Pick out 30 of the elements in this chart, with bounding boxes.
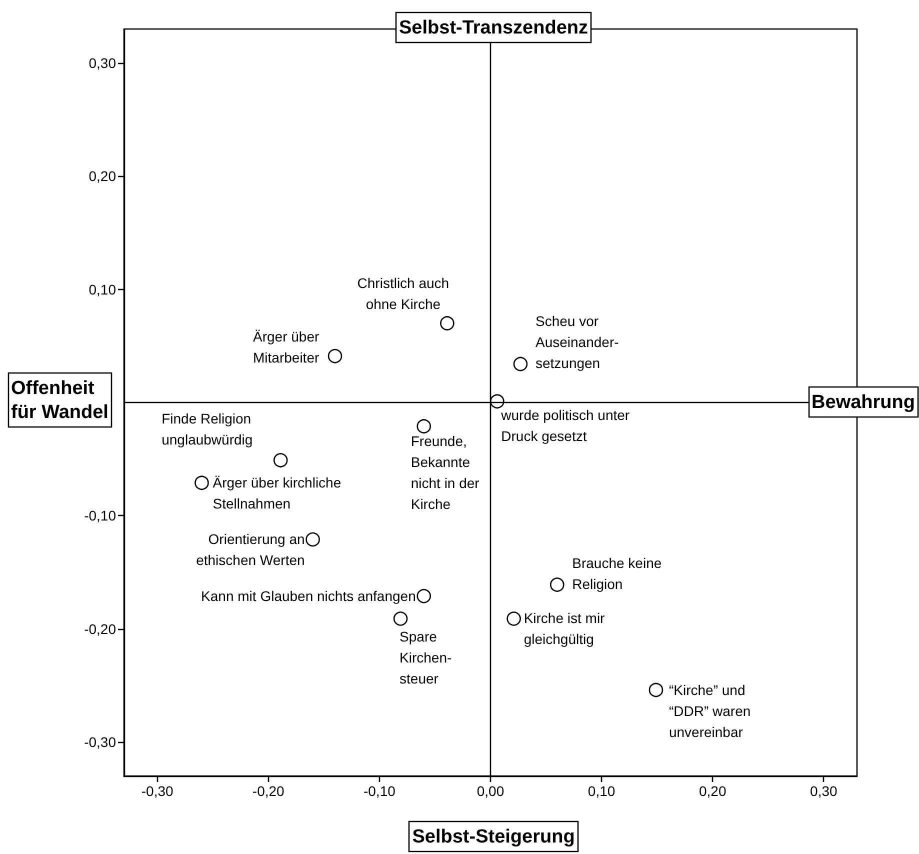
annotation: Kirche ist mir gleichgültig — [524, 610, 606, 648]
x-tick-label: -0,30 — [141, 783, 174, 799]
annotation: “Kirche” und “DDR” waren unvereinbar — [668, 682, 751, 740]
annotation: Ärger über Mitarbeiter — [253, 328, 320, 366]
y-tick-label: 0,20 — [88, 168, 116, 184]
y-tick-label: 0,10 — [88, 281, 116, 298]
y-tick-label: 0,30 — [88, 54, 116, 71]
x-tick-label: 0,00 — [476, 783, 504, 799]
y-tick-label: -0,20 — [84, 620, 116, 637]
x-axis-title: Selbst-Steigerung — [412, 826, 575, 848]
annotation: Brauche keine Religion — [572, 555, 662, 592]
x-tick-label: 0,20 — [698, 783, 726, 799]
ref-line-label: Selbst-Transzendenz — [399, 18, 588, 38]
annotation: Finde Religion unglaubwürdig — [162, 410, 253, 448]
annotation: Freunde, Bekannte nicht in der Kirche — [410, 432, 480, 512]
y-axis-title: Offenheit für Wandel — [11, 378, 108, 423]
annotation: Christlich auch ohne Kirche — [357, 274, 450, 312]
y-tick-label: -0,30 — [84, 734, 116, 750]
annotation: Kann mit Glauben nichts anfangen — [201, 588, 416, 604]
x-tick-label: 0,30 — [810, 783, 838, 799]
annotation: wurde politisch unter Druck gesetzt — [500, 406, 630, 444]
annotation: Orientierung an ethischen Werten — [196, 530, 305, 568]
annotation: Ärger über kirchliche Stellnahmen — [212, 474, 342, 512]
x-tick-label: -0,20 — [252, 783, 285, 799]
x-tick-label: -0,10 — [363, 783, 396, 799]
annotation: Scheu vor Auseinander- setzungen — [535, 313, 620, 372]
x-tick-label: 0,10 — [588, 783, 616, 799]
annotation: Spare Kirchen- steuer — [400, 628, 452, 687]
y-tick-label: -0,10 — [84, 508, 116, 524]
ref-line-label: Bewahrung — [812, 392, 915, 413]
